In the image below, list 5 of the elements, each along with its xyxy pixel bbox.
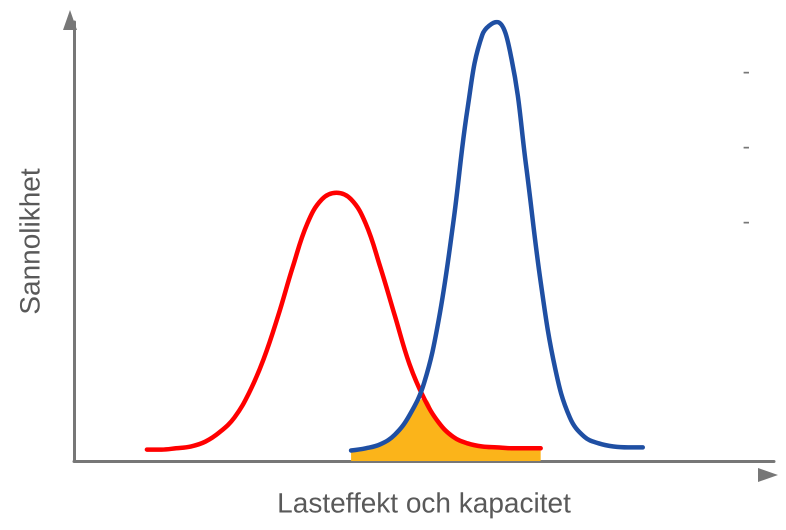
annotation: - [742,208,750,234]
y-axis-title: Sannolikhet [14,168,46,315]
annotation: - [742,134,750,158]
x-axis-title: Lasteffekt och kapacitet [277,488,572,518]
annotation: - [742,58,750,84]
